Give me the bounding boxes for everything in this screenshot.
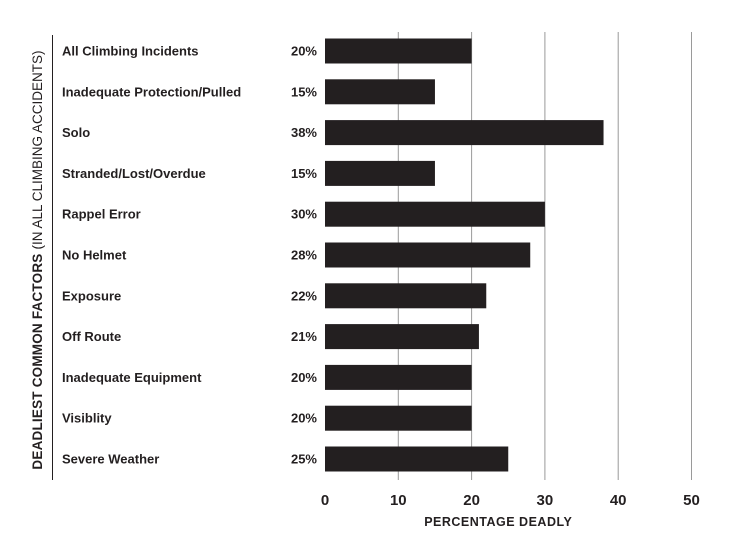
value-label: 20% <box>291 44 317 59</box>
x-tick-label: 20 <box>463 492 480 509</box>
bar <box>325 120 604 146</box>
category-label: Rappel Error <box>62 207 141 222</box>
bar <box>325 201 545 227</box>
value-label: 22% <box>291 288 317 303</box>
value-label: 20% <box>291 370 317 385</box>
category-label: All Climbing Incidents <box>62 44 199 59</box>
x-tick-label: 40 <box>610 492 627 509</box>
x-tick-label: 30 <box>537 492 554 509</box>
bar <box>325 242 531 268</box>
bar <box>325 283 487 309</box>
value-label: 25% <box>291 452 317 467</box>
category-label: Visiblity <box>62 411 112 426</box>
bar <box>325 446 509 472</box>
value-label: 21% <box>291 329 317 344</box>
value-label: 30% <box>291 207 317 222</box>
category-label: Stranded/Lost/Overdue <box>62 166 206 181</box>
bar <box>325 160 435 186</box>
value-label: 28% <box>291 248 317 263</box>
category-label: Solo <box>62 125 90 140</box>
category-label: Severe Weather <box>62 452 159 467</box>
category-label: Off Route <box>62 329 121 344</box>
y-axis-divider-line <box>52 35 53 480</box>
category-label: Exposure <box>62 288 121 303</box>
bar <box>325 405 472 431</box>
x-tick-label: 50 <box>683 492 700 509</box>
category-label: No Helmet <box>62 248 127 263</box>
category-label: Inadequate Equipment <box>62 370 202 385</box>
x-tick-label: 0 <box>321 492 329 509</box>
bar <box>325 38 472 64</box>
x-axis-label: PERCENTAGE DEADLY <box>424 515 572 529</box>
value-label: 38% <box>291 125 317 140</box>
bar <box>325 79 435 105</box>
bar <box>325 324 479 350</box>
category-label: Inadequate Protection/Pulled <box>62 84 241 99</box>
bar <box>325 364 472 390</box>
value-label: 20% <box>291 411 317 426</box>
value-label: 15% <box>291 84 317 99</box>
x-tick-label: 10 <box>390 492 407 509</box>
value-label: 15% <box>291 166 317 181</box>
